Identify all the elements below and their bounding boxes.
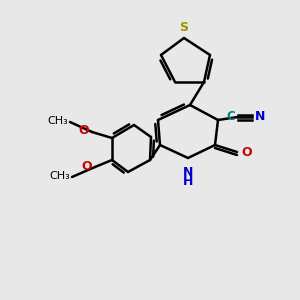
Text: C: C [226,110,235,122]
Text: S: S [179,21,188,34]
Text: O: O [78,124,89,137]
Text: O: O [241,146,252,158]
Text: CH₃: CH₃ [49,171,70,181]
Text: O: O [81,160,92,172]
Text: CH₃: CH₃ [47,116,68,126]
Text: H: H [183,175,193,188]
Text: N: N [255,110,266,124]
Text: N: N [183,166,193,179]
